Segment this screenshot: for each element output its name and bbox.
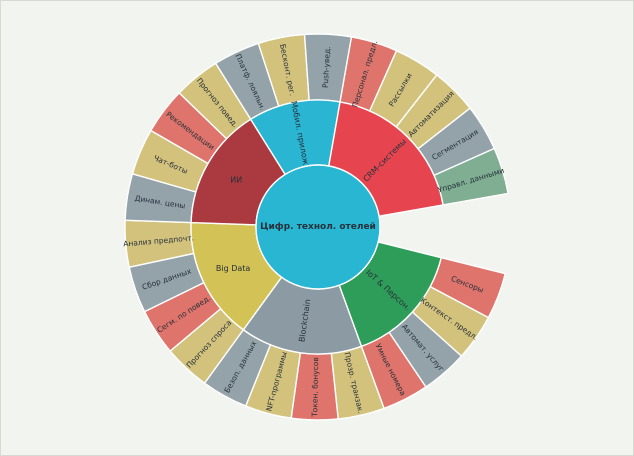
center-circle[interactable] [255,164,381,290]
